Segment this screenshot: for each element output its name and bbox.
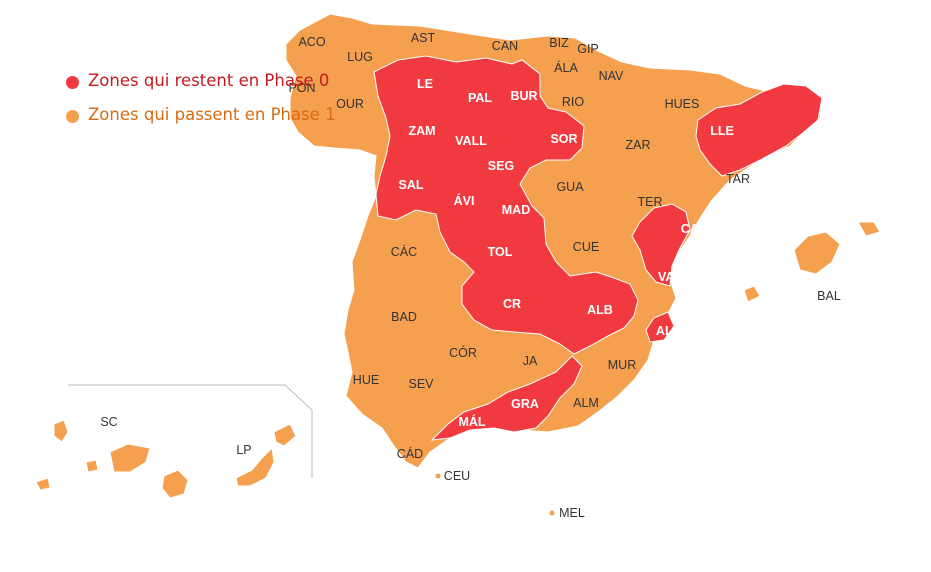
province-label: LE [417,77,433,91]
province-label: RIO [562,95,585,109]
alicante-region [645,311,675,343]
province-label: SEG [488,159,514,173]
province-label: LLE [710,124,734,138]
province-label: SOR [550,132,577,146]
province-label: CR [503,297,521,311]
province-label: BAL [817,289,841,303]
melilla-dot [548,509,556,517]
province-label: MUR [608,358,636,372]
province-label: BAD [391,310,417,324]
province-label: PON [288,81,315,95]
province-label: SEV [408,377,434,391]
province-label: MEL [559,506,585,520]
province-label: GUA [556,180,584,194]
province-label: GIP [577,42,599,56]
province-label: ZAR [626,138,651,152]
valencia-region [631,203,691,287]
province-label: GIR [828,107,850,121]
province-label: TAR [726,172,750,186]
province-label: VALL [455,134,487,148]
province-label: BAR [787,149,814,163]
province-label: NAV [599,69,624,83]
province-label: VAL [658,270,682,284]
province-label: CAS [681,222,707,236]
phase0-dot-icon [66,76,79,89]
canary-inset-frame [68,384,313,478]
province-label: GRA [511,397,539,411]
province-label: ALM [573,396,599,410]
province-label: SAL [399,178,424,192]
province-labels: ACO AST CAN BIZ GIP LUG ÁLA NAV LE PAL BUR PON OUR RI… [100,31,850,520]
province-label: MAD [502,203,530,217]
province-label: CAN [492,39,518,53]
province-label: TOL [488,245,513,259]
canary-islands [35,419,297,499]
province-label: JA [523,354,538,368]
castilla-leon-madrid-clm-region [373,55,639,355]
province-label: LP [236,443,251,457]
legend: Zones qui restent en Phase 0 Zones qui p… [66,70,336,138]
phase1-dot-icon [66,110,79,123]
province-label: SC [100,415,117,429]
province-label: CÁC [391,244,417,259]
granada-malaga-region [430,355,583,441]
province-label: ALI [656,324,676,338]
province-label: MÁL [458,414,485,429]
legend-phase0-item: Zones qui restent en Phase 0 [66,70,336,91]
province-label: ÁVI [454,193,475,208]
province-label: CEU [444,469,470,483]
catalonia-region [695,83,823,177]
province-label: BUR [510,89,537,103]
province-label: BIZ [549,36,569,50]
province-label: HUE [353,373,379,387]
province-label: CÓR [449,345,477,360]
province-label: TER [638,195,663,209]
legend-phase1-label: Zones qui passent en Phase 1 [88,105,336,124]
province-label: AST [411,31,436,45]
province-label: CUE [573,240,599,254]
ceuta-dot [434,472,442,480]
balearic-islands [743,221,881,303]
province-label: ALB [587,303,613,317]
province-label: HUES [665,97,700,111]
province-label: ZAM [408,124,435,138]
province-label: PAL [468,91,492,105]
province-label: OUR [336,97,364,111]
province-label: ACO [298,35,325,49]
legend-phase1-item: Zones qui passent en Phase 1 [66,104,336,125]
province-label: LUG [347,50,373,64]
province-label: CÁD [397,446,423,461]
legend-phase0-label: Zones qui restent en Phase 0 [88,71,330,90]
province-label: ÁLA [554,60,578,75]
